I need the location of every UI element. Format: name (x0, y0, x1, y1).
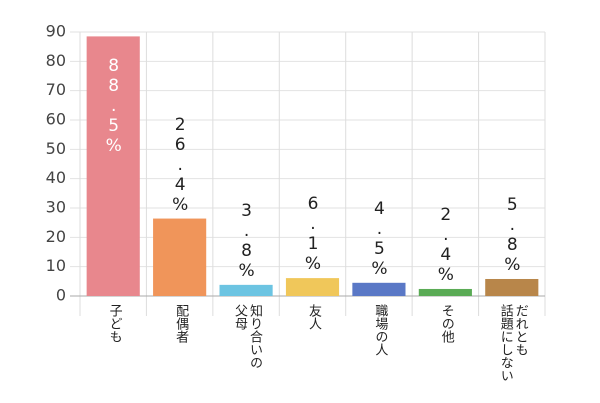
bar (352, 282, 406, 296)
bar (86, 36, 140, 297)
x-tick-label: その他 (438, 304, 454, 343)
value-label: 6.1% (303, 194, 323, 275)
value-label: 4.5% (369, 198, 390, 279)
y-tick-label: 50 (46, 139, 66, 158)
x-tick-label: 子ども (106, 304, 122, 343)
bar (153, 218, 207, 296)
y-tick-label: 80 (46, 51, 66, 70)
bar (219, 284, 273, 296)
value-label: 2.4% (435, 204, 456, 285)
y-tick-label: 90 (46, 22, 66, 41)
bar (485, 278, 539, 296)
y-tick-label: 70 (46, 80, 66, 99)
y-tick-label: 0 (56, 286, 66, 305)
y-tick-label: 30 (46, 198, 66, 217)
y-tick-label: 60 (46, 110, 66, 129)
x-tick-label: 配偶者 (173, 304, 189, 343)
value-label: 3.8% (236, 200, 257, 281)
y-tick-label: 40 (46, 168, 66, 187)
y-tick-label: 20 (46, 227, 66, 246)
value-label: 5.8% (502, 194, 523, 275)
y-tick-label: 10 (46, 256, 66, 275)
x-tick-label: 知り合いの 父母 (232, 304, 262, 369)
value-label: 88.5% (103, 56, 124, 157)
x-tick-label: 友人 (305, 304, 321, 330)
bar (285, 278, 340, 296)
x-tick-label: だれとも 話題にしない (497, 304, 528, 382)
value-label: 26.4% (170, 114, 191, 215)
x-tick-label: 職場の人 (372, 304, 388, 356)
bar (418, 288, 472, 296)
